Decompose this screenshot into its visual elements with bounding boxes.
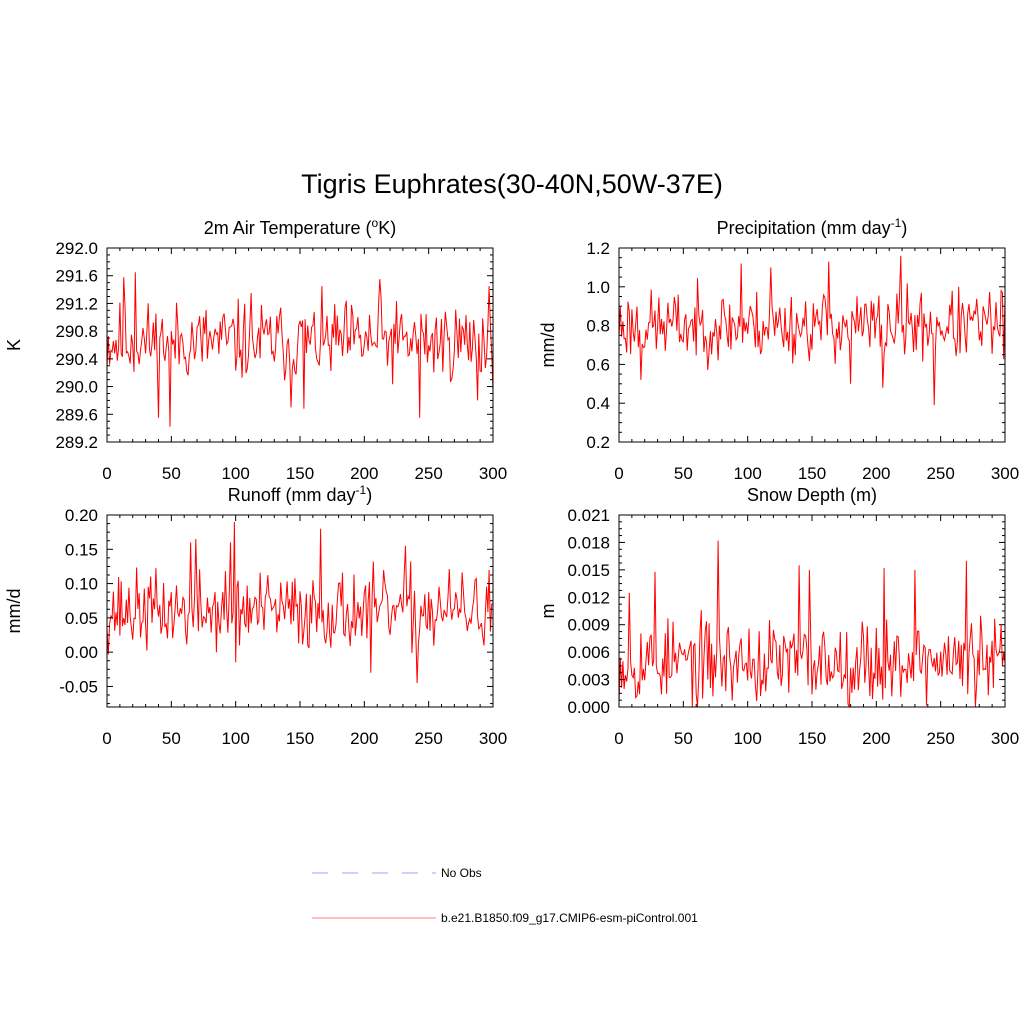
x-tick-label: 50 bbox=[674, 464, 693, 483]
legend-item: b.e21.B1850.f09_g17.CMIP6-esm-piControl.… bbox=[312, 911, 698, 925]
y-tick-label: 1.2 bbox=[586, 239, 610, 258]
legend-label: No Obs bbox=[441, 866, 482, 880]
y-tick-label: 0.018 bbox=[567, 533, 610, 552]
panel-title-superscript: -1 bbox=[356, 483, 367, 497]
y-tick-label: 0.003 bbox=[567, 671, 610, 690]
y-tick-label: 289.6 bbox=[55, 405, 98, 424]
y-tick-label: 292.0 bbox=[55, 239, 98, 258]
series-line-runoff bbox=[106, 521, 494, 684]
y-tick-label: 0.20 bbox=[65, 506, 98, 525]
x-tick-label: 200 bbox=[350, 464, 378, 483]
y-tick-label: 0.000 bbox=[567, 698, 610, 717]
y-tick-label: -0.05 bbox=[59, 677, 98, 696]
legend: No Obs b.e21.B1850.f09_g17.CMIP6-esm-piCo… bbox=[312, 866, 698, 925]
x-tick-label: 200 bbox=[350, 729, 378, 748]
panel-precip: 0 50 100 150 200 250 300 0.2 0.4 0.6 0.8 1.0 1.2 Prec… bbox=[538, 216, 1019, 483]
x-tick-label: 100 bbox=[221, 464, 249, 483]
panel-title-superscript: o bbox=[372, 216, 379, 230]
x-tick-label: 250 bbox=[414, 464, 442, 483]
y-axis-label: mm/d bbox=[538, 323, 558, 368]
y-tick-label: 0.015 bbox=[567, 561, 610, 580]
x-tick-label: 250 bbox=[414, 729, 442, 748]
panel-title-tail: ) bbox=[901, 218, 907, 238]
y-tick-label: 290.4 bbox=[55, 350, 98, 369]
series-line-t2m bbox=[106, 272, 494, 427]
x-tick-label: 200 bbox=[862, 729, 890, 748]
x-tick-label: 300 bbox=[479, 729, 507, 748]
y-tick-label: 0.10 bbox=[65, 575, 98, 594]
y-axis-label: K bbox=[4, 339, 24, 351]
series-line-snow bbox=[618, 540, 1006, 708]
y-tick-label: 0.6 bbox=[586, 355, 610, 374]
panel-runoff: 0 50 100 150 200 250 300 -0.05 0.00 0.05 0.10 0.15 0… bbox=[4, 483, 507, 748]
panel-snow: 0 50 100 150 200 250 300 0.000 0.003 0.006 0.009 0.… bbox=[538, 485, 1019, 748]
x-tick-label: 150 bbox=[286, 464, 314, 483]
x-tick-label: 250 bbox=[926, 464, 954, 483]
y-tick-label: 1.0 bbox=[586, 278, 610, 297]
y-tick-label: 290.0 bbox=[55, 378, 98, 397]
y-tick-label: 0.00 bbox=[65, 643, 98, 662]
x-tick-label: 100 bbox=[733, 729, 761, 748]
y-tick-label: 0.021 bbox=[567, 506, 610, 525]
x-tick-label: 200 bbox=[862, 464, 890, 483]
panel-title-tail: K) bbox=[378, 218, 396, 238]
y-tick-label: 0.15 bbox=[65, 540, 98, 559]
panel-title-t2m: 2m Air Temperature (oK) bbox=[204, 216, 396, 238]
y-tick-label: 291.2 bbox=[55, 294, 98, 313]
x-tick-label: 300 bbox=[479, 464, 507, 483]
x-tick-label: 0 bbox=[614, 464, 623, 483]
x-tick-label: 0 bbox=[102, 729, 111, 748]
panels: 0 50 100 150 200 250 300 289.2 289.6 290.0 290.4 29… bbox=[4, 216, 1019, 748]
x-tick-label: 250 bbox=[926, 729, 954, 748]
x-tick-label: 50 bbox=[674, 729, 693, 748]
panel-title-snow: Snow Depth (m) bbox=[747, 485, 877, 505]
panel-title-tail: ) bbox=[366, 485, 372, 505]
x-tick-label: 50 bbox=[162, 464, 181, 483]
panel-title-text: 2m Air Temperature ( bbox=[204, 218, 372, 238]
panel-title-superscript: -1 bbox=[891, 216, 902, 230]
y-tick-label: 0.012 bbox=[567, 588, 610, 607]
x-tick-label: 0 bbox=[102, 464, 111, 483]
x-tick-label: 50 bbox=[162, 729, 181, 748]
figure-title: Tigris Euphrates(30-40N,50W-37E) bbox=[301, 169, 723, 199]
y-axis-label: mm/d bbox=[4, 589, 24, 634]
y-tick-label: 0.8 bbox=[586, 317, 610, 336]
y-tick-label: 0.006 bbox=[567, 643, 610, 662]
x-tick-label: 150 bbox=[798, 464, 826, 483]
panel-title-precip: Precipitation (mm day-1) bbox=[717, 216, 908, 238]
x-tick-label: 300 bbox=[991, 729, 1019, 748]
y-tick-label: 0.05 bbox=[65, 609, 98, 628]
panel-title-text: Snow Depth (m) bbox=[747, 485, 877, 505]
panel-title-text: Precipitation (mm day bbox=[717, 218, 891, 238]
panel-title-runoff: Runoff (mm day-1) bbox=[228, 483, 372, 505]
y-tick-label: 290.8 bbox=[55, 322, 98, 341]
x-tick-label: 150 bbox=[798, 729, 826, 748]
y-axis-label: m bbox=[538, 604, 558, 619]
x-tick-label: 300 bbox=[991, 464, 1019, 483]
y-tick-label: 291.6 bbox=[55, 267, 98, 286]
y-tick-label: 0.009 bbox=[567, 616, 610, 635]
x-tick-label: 150 bbox=[286, 729, 314, 748]
y-tick-label: 0.2 bbox=[586, 433, 610, 452]
legend-label: b.e21.B1850.f09_g17.CMIP6-esm-piControl.… bbox=[441, 911, 698, 925]
series-line-precip bbox=[618, 255, 1006, 406]
x-tick-label: 0 bbox=[614, 729, 623, 748]
y-tick-label: 289.2 bbox=[55, 433, 98, 452]
panel-t2m: 0 50 100 150 200 250 300 289.2 289.6 290.0 290.4 29… bbox=[4, 216, 507, 483]
panel-title-text: Runoff (mm day bbox=[228, 485, 356, 505]
x-tick-label: 100 bbox=[221, 729, 249, 748]
y-tick-label: 0.4 bbox=[586, 394, 610, 413]
legend-item: No Obs bbox=[312, 866, 482, 880]
x-tick-label: 100 bbox=[733, 464, 761, 483]
